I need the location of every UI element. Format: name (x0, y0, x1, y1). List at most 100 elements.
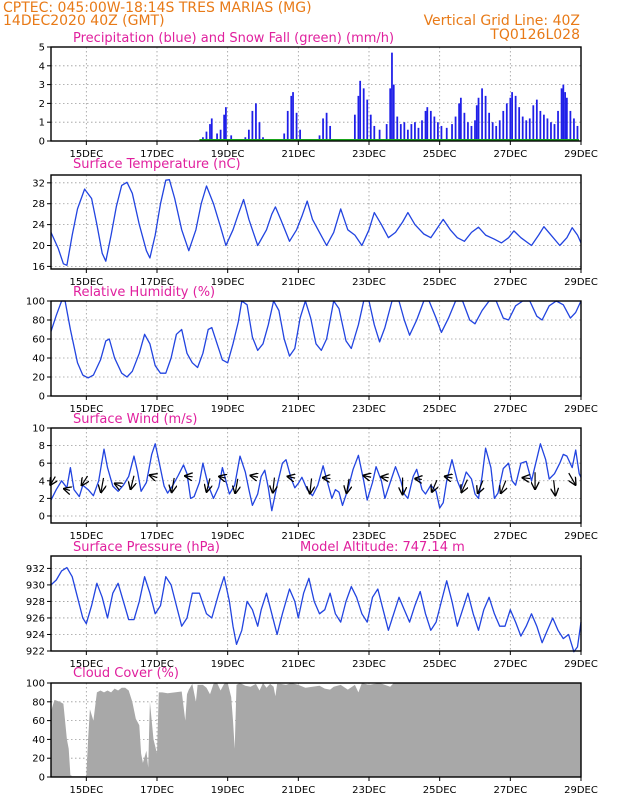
y-tick-label: 0 (39, 773, 45, 784)
x-tick-label: 21DEC (281, 531, 315, 542)
wind-arrow (501, 480, 506, 494)
precip-bar (535, 99, 538, 141)
wind-arrow (554, 480, 556, 495)
x-tick-label: 17DEC (140, 404, 174, 415)
wind-panel: 0 2 4 6 8 10 15DEC 17DEC 19DEC 21DEC 23DEC 25DEC 27D… (32, 412, 598, 542)
precip-bar (569, 110, 572, 141)
y-tick-label: 924 (26, 630, 45, 641)
panel-title: Precipitation (blue) and Snow Fall (gree… (73, 31, 394, 46)
y-tick-label: 100 (26, 679, 45, 690)
pressure-panel: 922 924 926 928 930 932 15DEC 17DEC 19DEC 21DEC 23… (26, 540, 598, 670)
precip-bar (329, 125, 332, 141)
y-tick-label: 932 (26, 564, 45, 575)
wind-arrow (185, 476, 193, 477)
x-tick-label: 21DEC (281, 659, 315, 670)
wind-arrow (461, 479, 467, 493)
x-tick-label: 23DEC (352, 149, 386, 160)
precip-bar (474, 120, 476, 141)
x-tick-label: 21DEC (281, 785, 315, 796)
x-tick-label: 19DEC (211, 277, 245, 288)
y-tick-label: 60 (32, 335, 45, 346)
temperature-panel: 16 20 24 28 32 15DEC 17DEC 19DEC 21DEC 23DEC 25DEC… (32, 157, 598, 288)
wind-arrow (101, 477, 104, 492)
precip-bar (502, 110, 505, 141)
precip-bar (463, 112, 466, 141)
panel-title: Surface Temperature (nC) (73, 157, 241, 172)
precip-bar (392, 84, 395, 141)
x-tick-label: 25DEC (423, 277, 457, 288)
x-tick-label: 29DEC (564, 785, 598, 796)
x-tick-label: 29DEC (564, 149, 598, 160)
precipitation-panel: 0 1 2 3 4 5 15DEC 17DEC 19DEC 21DEC 23DEC 25DEC 27DE… (39, 31, 598, 160)
y-tick-label: 0 (39, 137, 45, 148)
wind-arrow (445, 476, 453, 478)
precip-bar (378, 129, 381, 141)
wind-arrow (381, 477, 389, 478)
y-tick-label: 24 (32, 220, 45, 231)
x-tick-label: 23DEC (352, 785, 386, 796)
y-tick-label: 3 (39, 80, 45, 91)
plot-frame (50, 174, 582, 270)
wind-arrow (219, 476, 226, 478)
precip-bar (216, 133, 218, 141)
panel-title: Surface Pressure (hPa) (73, 540, 220, 555)
precip-bar (458, 103, 460, 141)
precip-bar (290, 95, 293, 141)
y-tick-label: 2 (39, 99, 45, 110)
wind-arrow (415, 479, 422, 480)
x-tick-label: 29DEC (564, 404, 598, 415)
x-tick-label: 15DEC (69, 149, 103, 160)
y-tick-label: 1 (39, 118, 45, 129)
precip-bar (543, 114, 545, 141)
x-tick-label: 27DEC (493, 531, 527, 542)
y-tick-label: 28 (32, 199, 45, 210)
wind-arrow (310, 478, 312, 493)
panel-subtitle: Model Altitude: 747.14 m (300, 540, 465, 555)
precip-bar (528, 118, 531, 141)
precip-bar (417, 127, 420, 141)
precip-bar (445, 127, 448, 141)
x-tick-label: 25DEC (423, 404, 457, 415)
precip-bar (573, 118, 575, 141)
wind-arrow (363, 476, 371, 478)
panel-title: Relative Humidity (%) (73, 285, 215, 300)
x-tick-label: 17DEC (140, 785, 174, 796)
precip-bar (451, 124, 453, 141)
x-tick-label: 15DEC (69, 785, 103, 796)
precip-bar (292, 92, 294, 141)
y-tick-label: 20 (32, 754, 45, 765)
wind-arrow (150, 475, 158, 478)
x-tick-label: 23DEC (352, 277, 386, 288)
precip-bar (532, 105, 535, 141)
precip-bar (406, 129, 409, 141)
precip-bar (223, 114, 226, 141)
plot-frame (50, 555, 582, 652)
precip-bar (429, 110, 432, 141)
precip-bar (357, 95, 360, 141)
y-tick-label: 80 (32, 697, 45, 708)
precip-bar (391, 52, 393, 141)
precip-bar (495, 125, 498, 141)
precip-bar (560, 88, 563, 141)
precip-bar (470, 125, 473, 141)
precip-bar (210, 118, 213, 141)
y-tick-label: 928 (26, 597, 45, 608)
x-tick-label: 23DEC (352, 404, 386, 415)
wind-arrow (82, 475, 88, 485)
x-tick-label: 15DEC (69, 404, 103, 415)
y-tick-label: 40 (32, 735, 45, 746)
precip-bar (225, 107, 227, 141)
precip-bar (255, 103, 257, 141)
precip-bar (322, 118, 324, 141)
y-tick-label: 0 (39, 511, 45, 522)
precip-bar (230, 135, 233, 141)
x-tick-label: 21DEC (281, 277, 315, 288)
precip-bar (424, 110, 427, 141)
precip-bar (389, 88, 392, 141)
wind-arrow (64, 489, 70, 491)
y-tick-label: 926 (26, 613, 45, 624)
precip-bar (219, 129, 222, 141)
wind-arrow (432, 479, 437, 492)
x-tick-label: 15DEC (69, 531, 103, 542)
precip-bar (366, 99, 369, 141)
